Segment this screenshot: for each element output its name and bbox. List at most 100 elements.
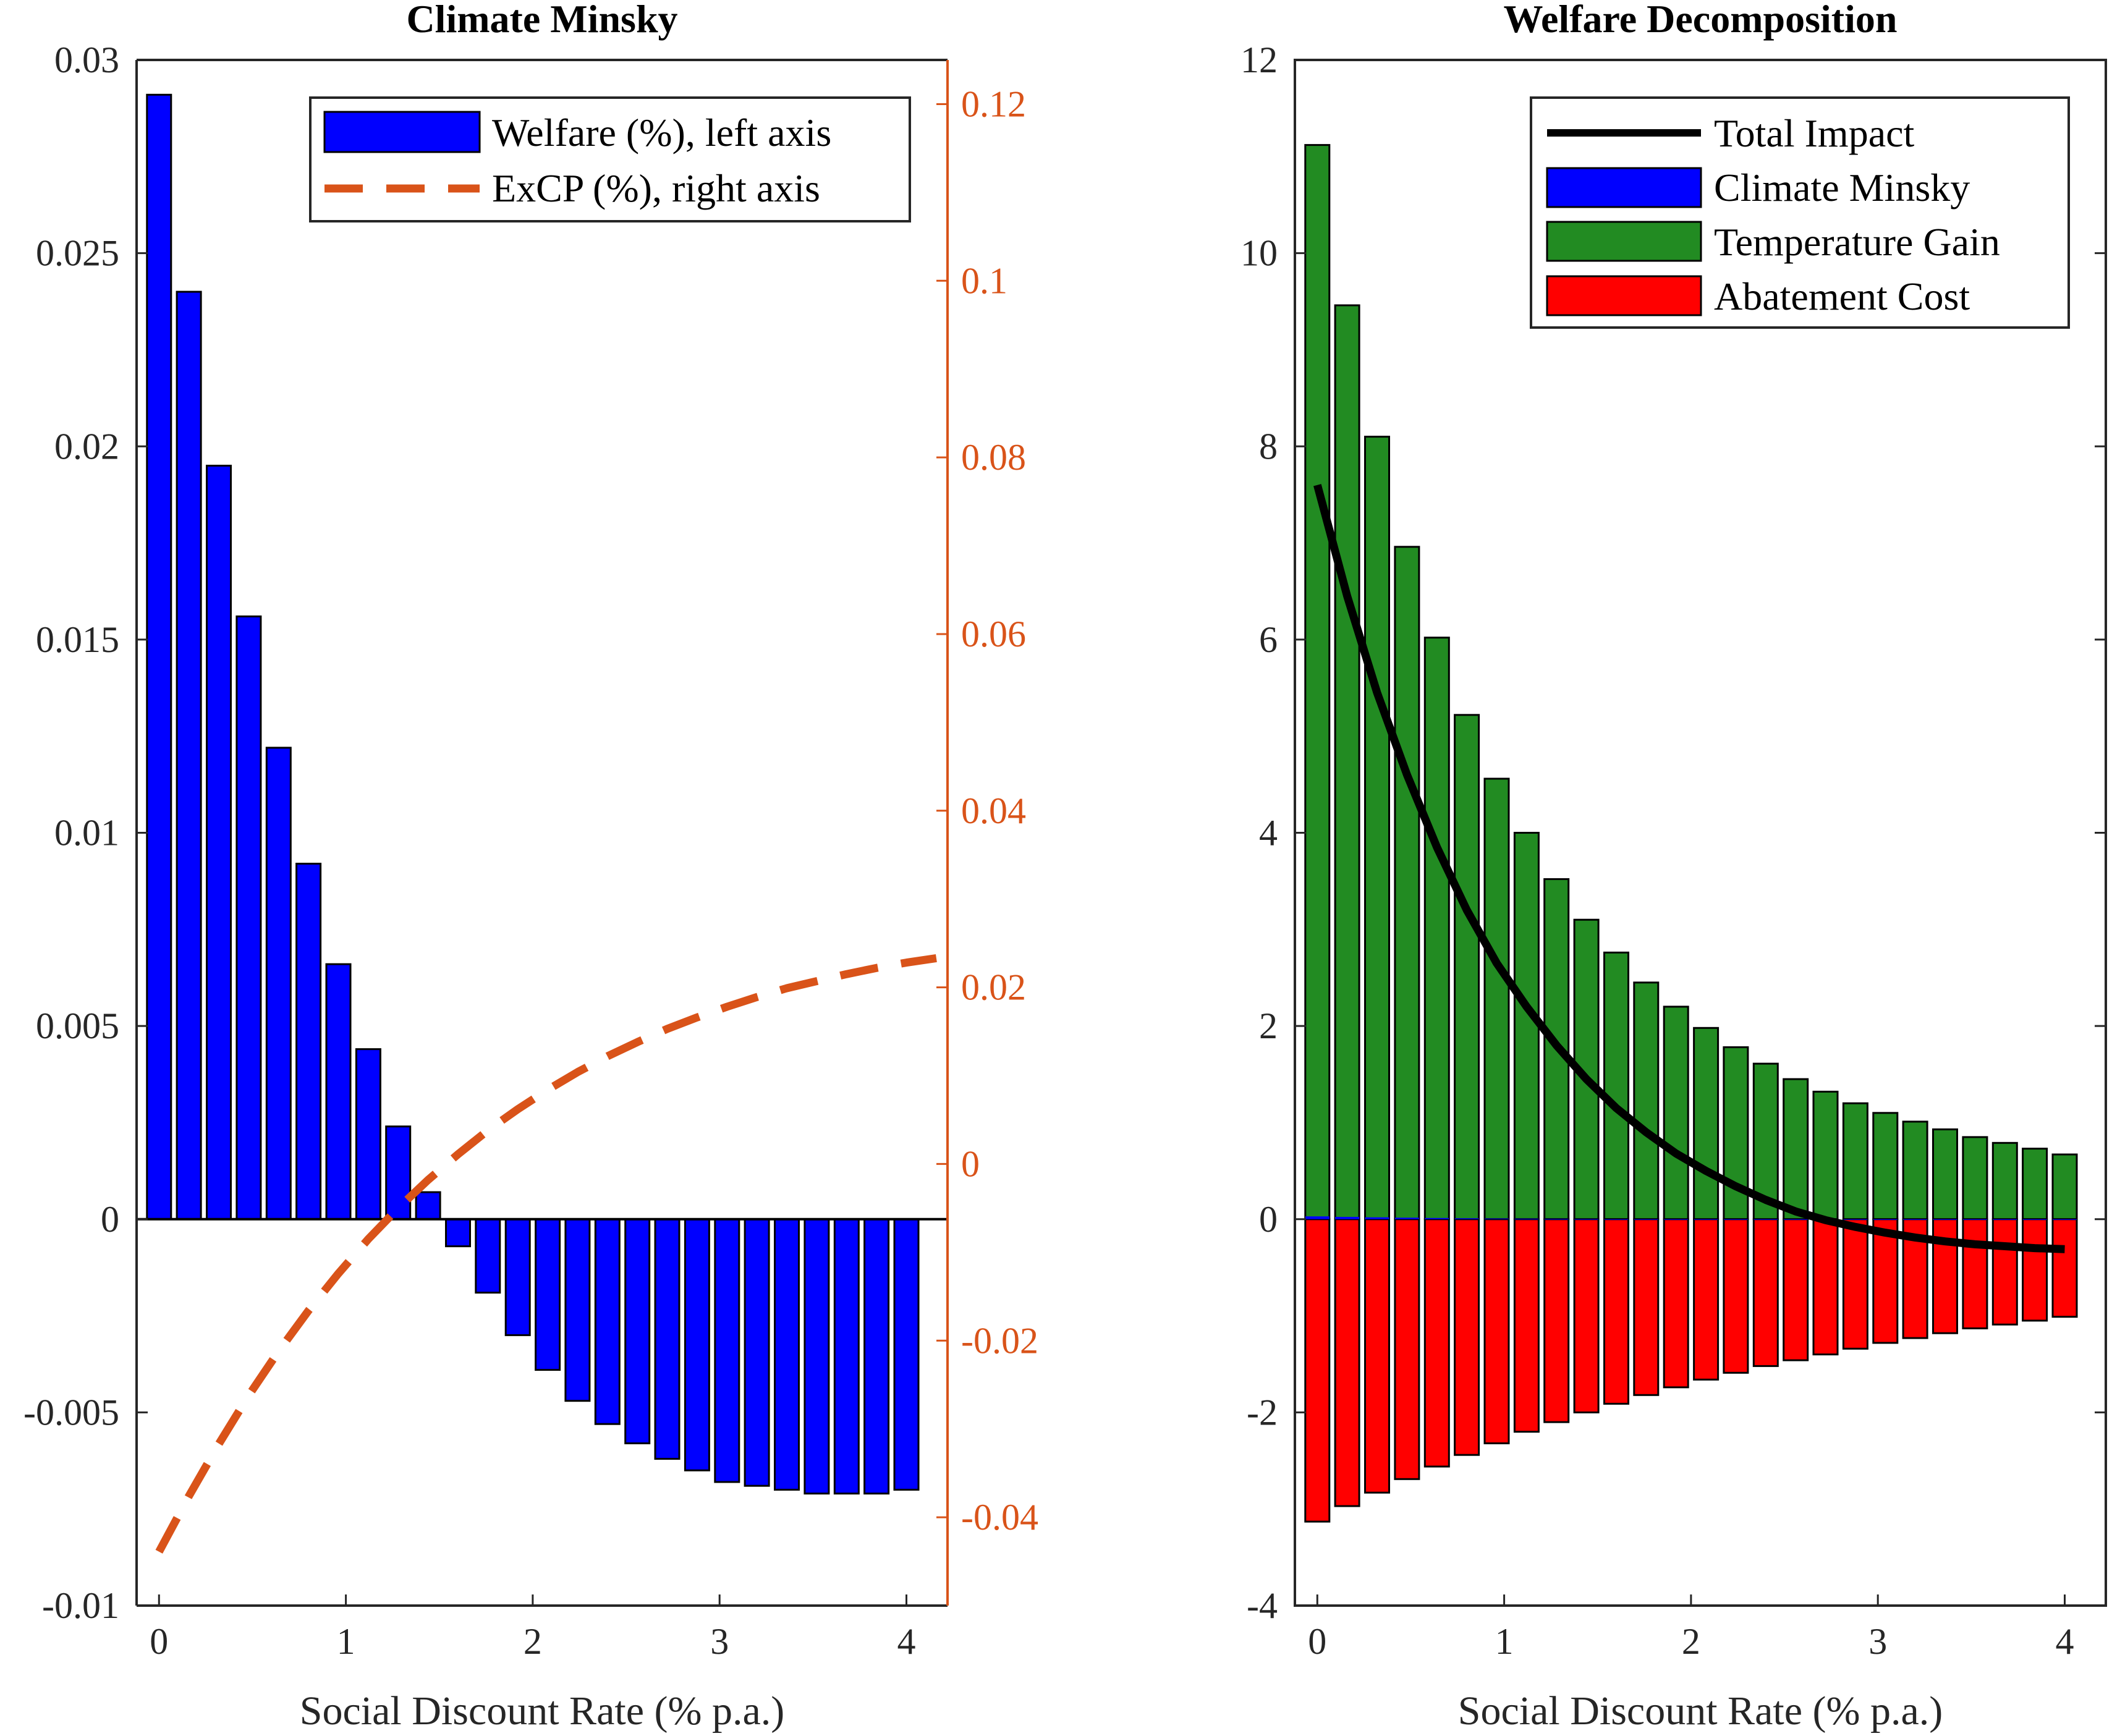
temperature-gain-bar: [1991, 1141, 2018, 1221]
y-tick-label: 0.01: [54, 813, 119, 853]
x-tick-label: 1: [1495, 1621, 1514, 1662]
y-tick-label: 0.025: [36, 233, 119, 274]
welfare-bar: [535, 1218, 561, 1371]
climate-minsky-bar: [1993, 1219, 2017, 1220]
abatement-cost-bar: [1783, 1218, 1809, 1361]
abatement-cost-bar: [2051, 1218, 2078, 1318]
y-tick-label: 0: [101, 1199, 119, 1240]
temperature-gain-bar: [1633, 981, 1660, 1221]
y2-tick-label: -0.02: [961, 1320, 1038, 1361]
y-tick-label: 4: [1259, 813, 1278, 853]
welfare-bar: [863, 1218, 890, 1495]
x-tick-label: 0: [1308, 1621, 1326, 1662]
y-tick-label: 10: [1240, 233, 1278, 274]
temperature-gain-bar: [1812, 1090, 1839, 1221]
abatement-cost-bar: [1364, 1218, 1390, 1494]
x-axis-label: Social Discount Rate (% p.a.): [300, 1688, 784, 1734]
legend-swatch-climate-minsky: [1546, 167, 1702, 208]
axes-frame: [1294, 59, 2107, 1607]
x-tick-label: 2: [1682, 1621, 1700, 1662]
climate-minsky-bar: [1843, 1219, 1868, 1220]
welfare-bar: [654, 1218, 681, 1460]
temperature-gain-bar: [1334, 304, 1360, 1221]
temperature-gain-bar: [1513, 832, 1540, 1221]
y2-tick-label: 0: [961, 1143, 980, 1184]
y-tick-label: 6: [1259, 619, 1278, 660]
abatement-cost-bar: [1991, 1218, 2018, 1326]
climate-minsky-bar: [1754, 1219, 1778, 1220]
climate-minsky-bar: [2022, 1219, 2047, 1220]
welfare-bar: [684, 1218, 710, 1471]
abatement-cost-bar: [1513, 1218, 1540, 1433]
welfare-bar: [564, 1218, 591, 1402]
excp-line: [155, 954, 937, 1554]
welfare-bar: [415, 1191, 441, 1221]
abatement-cost-bar: [1962, 1218, 1988, 1329]
x-tick-label: 4: [897, 1621, 915, 1662]
legend-label-temperature-gain: Temperature Gain: [1714, 220, 2000, 264]
temperature-gain-bar: [1573, 918, 1600, 1221]
abatement-cost-bar: [1842, 1218, 1868, 1350]
abatement-cost-bar: [1483, 1218, 1510, 1444]
welfare-bar: [445, 1218, 471, 1248]
temperature-gain-bar: [1842, 1102, 1868, 1221]
legend-swatch-temperature-gain: [1546, 221, 1702, 262]
y-tick-label: -2: [1247, 1392, 1278, 1433]
welfare-bar: [774, 1218, 800, 1491]
temperature-gain-bar: [1454, 714, 1480, 1221]
temperature-gain-bar: [1483, 777, 1510, 1221]
climate-minsky-bar: [1694, 1219, 1718, 1220]
x-tick-label: 3: [710, 1621, 729, 1662]
welfare-bars: [137, 93, 948, 1495]
climate-minsky-bar: [1305, 1216, 1330, 1219]
temperature-gain-bar: [1693, 1027, 1720, 1221]
temperature-gain-bar: [1663, 1006, 1689, 1221]
decomposition-bars: [1304, 144, 2078, 1523]
welfare-bar: [206, 465, 232, 1221]
climate-minsky-bar: [2053, 1219, 2077, 1220]
chart-title: Climate Minsky: [406, 0, 677, 41]
y-tick-label: 0.005: [36, 1006, 119, 1046]
y2-tick-label: 0.02: [961, 967, 1026, 1008]
y2-tick-label: 0.12: [961, 83, 1026, 124]
y-tick-label: -0.005: [23, 1392, 119, 1433]
climate-minsky-bar: [1394, 1217, 1419, 1219]
axes-frame: [135, 59, 949, 1607]
abatement-cost-bar: [1304, 1218, 1331, 1523]
y-tick-label: -0.01: [42, 1585, 119, 1626]
welfare-bar: [355, 1048, 381, 1221]
temperature-gain-bar: [1902, 1120, 1928, 1221]
legend: Welfare (%), left axis ExCP (%), right a…: [309, 96, 911, 222]
temperature-gain-bar: [1962, 1136, 1988, 1221]
y-tick-label: 0.02: [54, 426, 119, 467]
climate-minsky-bar: [1903, 1219, 1928, 1220]
abatement-cost-bar: [1723, 1218, 1749, 1374]
welfare-bar: [385, 1125, 412, 1221]
excp-series-line: [155, 954, 937, 1554]
welfare-bar: [833, 1218, 860, 1495]
welfare-bar: [744, 1218, 770, 1487]
climate-minsky-bar: [1962, 1219, 1987, 1220]
chart-climate-minsky: -0.01 -0.005 0 0.005 0.01 0.015 0.02 0.025 0.03 -…: [23, 0, 1038, 1734]
axes-box: [1294, 59, 2107, 1607]
climate-minsky-bar: [1454, 1218, 1479, 1219]
welfare-bar: [235, 615, 262, 1221]
temperature-gain-bar: [1304, 144, 1331, 1221]
abatement-cost-bar: [1394, 1218, 1420, 1480]
abatement-cost-bar: [1663, 1218, 1689, 1389]
total-impact-line: [1313, 484, 2065, 1253]
welfare-bar: [295, 863, 322, 1221]
x-tick-label: 0: [150, 1621, 168, 1662]
y2-tick-label: 0.06: [961, 614, 1026, 654]
y-tick-label: 0.03: [54, 40, 119, 80]
climate-minsky-bar: [1335, 1217, 1360, 1219]
climate-minsky-bar: [1365, 1217, 1389, 1219]
chart-title: Welfare Decomposition: [1504, 0, 1898, 41]
abatement-cost-bar: [1454, 1218, 1480, 1456]
y2-tick-label: 0.08: [961, 437, 1026, 478]
x-tick-label: 1: [337, 1621, 355, 1662]
abatement-cost-bar: [1334, 1218, 1360, 1507]
x-axis-label: Social Discount Rate (% p.a.): [1458, 1688, 1943, 1734]
x-tick-label: 3: [1868, 1621, 1887, 1662]
